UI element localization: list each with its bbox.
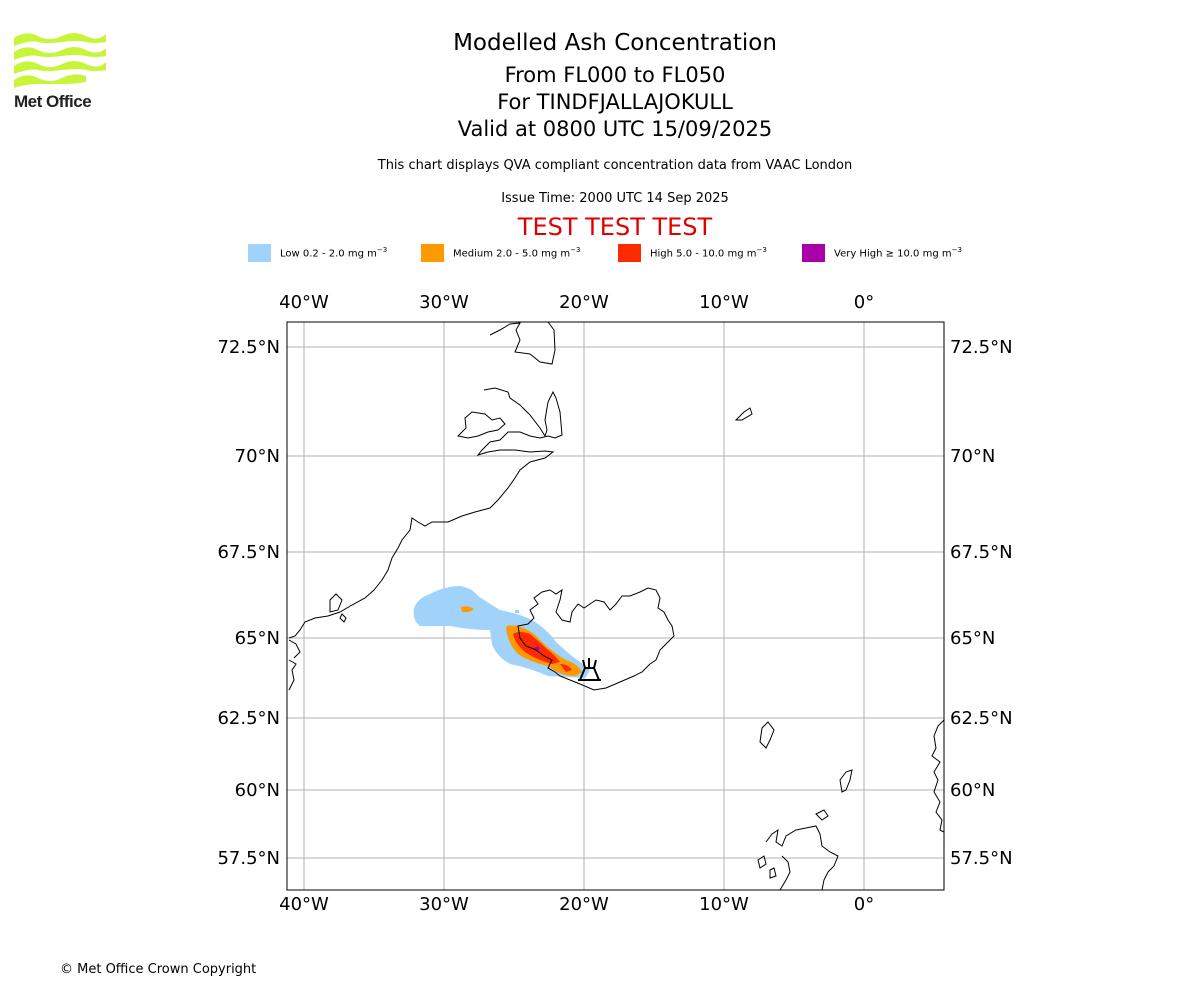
lon-label-top: 10°W (699, 292, 749, 313)
map-content (288, 322, 944, 890)
lon-label-top: 0° (854, 292, 874, 313)
lat-label-right: 72.5°N (950, 337, 1013, 358)
lat-label-right: 57.5°N (950, 848, 1013, 869)
chart-title: Modelled Ash Concentration (453, 30, 777, 56)
lon-label-bottom: 0° (854, 894, 874, 915)
ash-area-low-fleck (515, 610, 519, 613)
logo-text: Met Office (14, 92, 92, 111)
chart-description: This chart displays QVA compliant concen… (377, 158, 853, 173)
coastline-scotland (757, 809, 839, 890)
lat-label-left: 70°N (235, 446, 280, 467)
legend-swatch-very-high (802, 244, 825, 262)
lon-label-top: 40°W (279, 292, 329, 313)
lat-label-left: 62.5°N (217, 708, 280, 729)
lon-label-bottom: 30°W (419, 894, 469, 915)
issue-time: Issue Time: 2000 UTC 14 Sep 2025 (501, 191, 729, 206)
met-office-waves-icon (14, 33, 106, 88)
legend-label-high: High 5.0 - 10.0 mg m (650, 248, 757, 260)
lon-label-bottom: 10°W (699, 894, 749, 915)
legend-swatch-high (618, 244, 641, 262)
concentration-legend: Low 0.2 - 2.0 mg m−3 Medium 2.0 - 5.0 mg… (0, 244, 1200, 264)
valid-time: Valid at 0800 UTC 15/09/2025 (457, 117, 773, 141)
volcano-name: For TINDFJALLAJOKULL (497, 90, 733, 114)
legend-swatch-medium (421, 244, 444, 262)
legend-label-very-high: Very High ≥ 10.0 mg m (834, 248, 952, 260)
lon-label-top: 30°W (419, 292, 469, 313)
legend-label-low: Low 0.2 - 2.0 mg m (280, 248, 377, 260)
lat-label-right: 62.5°N (950, 708, 1013, 729)
graticule: 40°W 40°W 30°W 30°W 20°W 20°W 10°W 10°W 0° 0° 72.5… (217, 292, 1012, 915)
lat-label-left: 57.5°N (217, 848, 280, 869)
legend-swatch-low (248, 244, 271, 262)
legend-item-high: High 5.0 - 10.0 mg m−3 (618, 244, 767, 262)
lat-label-left: 67.5°N (217, 542, 280, 563)
coastline-faroes (759, 721, 775, 749)
lat-label-right: 60°N (950, 780, 995, 801)
legend-item-medium: Medium 2.0 - 5.0 mg m−3 (421, 244, 580, 262)
ash-area-high-small (560, 664, 572, 672)
coastline-iceland (517, 587, 675, 691)
legend-item-very-high: Very High ≥ 10.0 mg m−3 (802, 244, 962, 262)
volcano-icon (578, 658, 601, 681)
lat-label-right: 65°N (950, 628, 995, 649)
legend-label-medium: Medium 2.0 - 5.0 mg m (453, 248, 571, 260)
map-frame (286, 321, 945, 891)
coastline-norway (931, 719, 944, 833)
ash-area-medium-patch (461, 606, 474, 613)
coastlines (288, 322, 944, 890)
coastline-shetland (839, 769, 853, 793)
coastline-jan-mayen (734, 407, 753, 421)
flight-levels: From FL000 to FL050 (504, 63, 726, 87)
coastline-greenland (288, 322, 563, 691)
met-office-logo: Met Office (14, 30, 110, 112)
lat-label-right: 67.5°N (950, 542, 1013, 563)
legend-item-low: Low 0.2 - 2.0 mg m−3 (248, 244, 387, 262)
lat-label-left: 72.5°N (217, 337, 280, 358)
lon-label-bottom: 40°W (279, 894, 329, 915)
lat-label-left: 65°N (235, 628, 280, 649)
lon-label-top: 20°W (559, 292, 609, 313)
lat-label-left: 60°N (235, 780, 280, 801)
copyright: © Met Office Crown Copyright (60, 962, 257, 977)
lat-label-right: 70°N (950, 446, 995, 467)
test-banner: TEST TEST TEST (517, 213, 713, 241)
lon-label-bottom: 20°W (559, 894, 609, 915)
